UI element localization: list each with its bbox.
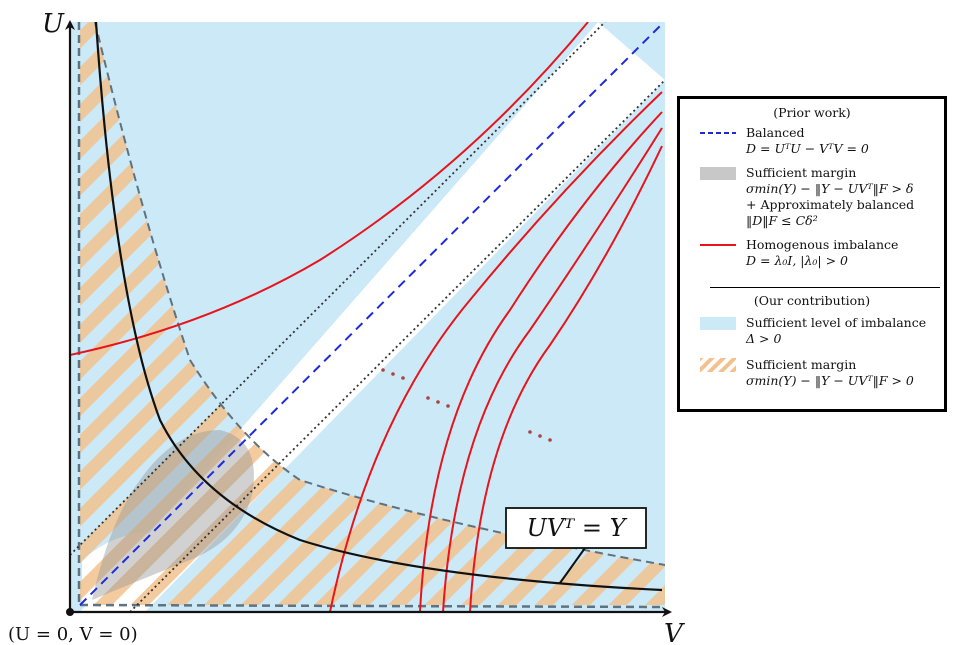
balanced-line xyxy=(79,23,663,606)
margin-boundary-bottom xyxy=(79,603,665,609)
hatch-swatch xyxy=(700,358,736,372)
curve-label: UVᵀ = Y xyxy=(527,514,628,542)
band-boundary-lower xyxy=(129,79,665,612)
legend-balanced-eq: D = UᵀU − VᵀV = 0 xyxy=(746,141,869,156)
solution-curve xyxy=(94,22,663,592)
legend-ours-margin-label: Sufficient margin xyxy=(746,357,857,372)
curve-label-box xyxy=(505,507,647,549)
legend-approx-label: + Approximately balanced xyxy=(746,197,915,212)
balanced-swatch xyxy=(700,132,736,134)
homogenous-curve-upper xyxy=(70,22,589,356)
margin-boundary xyxy=(94,22,665,566)
legend-separator xyxy=(710,287,940,288)
legend-prior-heading: (Prior work) xyxy=(773,105,851,120)
u-axis-label: U xyxy=(42,9,65,39)
legend-approx-eq: ‖D‖F ≤ Cδ² xyxy=(746,213,818,228)
legend-homog-eq: D = λ₀I, |λ₀| > 0 xyxy=(746,253,848,268)
legend-imbalance-label: Sufficient level of imbalance xyxy=(746,315,927,330)
ellipsis-dots xyxy=(381,368,552,442)
homogenous-swatch xyxy=(700,244,736,246)
homogenous-curve-3 xyxy=(442,127,663,612)
legend-ours-heading: (Our contribution) xyxy=(753,293,871,308)
legend-margin-eq: σmin(Y) − ‖Y − UVᵀ‖F > δ xyxy=(746,181,914,196)
v-axis-label: V xyxy=(664,619,685,645)
homogenous-curve-1 xyxy=(329,91,663,612)
gray-swatch xyxy=(700,167,736,180)
margin-region xyxy=(80,22,665,605)
legend-homog-label: Homogenous imbalance xyxy=(746,237,899,252)
band-boundary-upper xyxy=(70,22,606,556)
origin-label: (U = 0, V = 0) xyxy=(8,624,138,645)
homogenous-curve-4 xyxy=(469,145,663,612)
legend-balanced-label: Balanced xyxy=(746,125,805,140)
legend-margin-label: Sufficient margin xyxy=(746,165,857,180)
legend-ours-margin-eq: σmin(Y) − ‖Y − UVᵀ‖F > 0 xyxy=(746,373,914,388)
imbalance-swatch xyxy=(700,317,736,330)
curve-label-leader xyxy=(559,547,586,584)
origin-point xyxy=(66,608,74,616)
legend: (Prior work) Balanced D = UᵀU − VᵀV = 0 … xyxy=(677,96,947,412)
homogenous-curve-2 xyxy=(419,111,663,612)
legend-imbalance-eq: Δ > 0 xyxy=(746,331,782,346)
